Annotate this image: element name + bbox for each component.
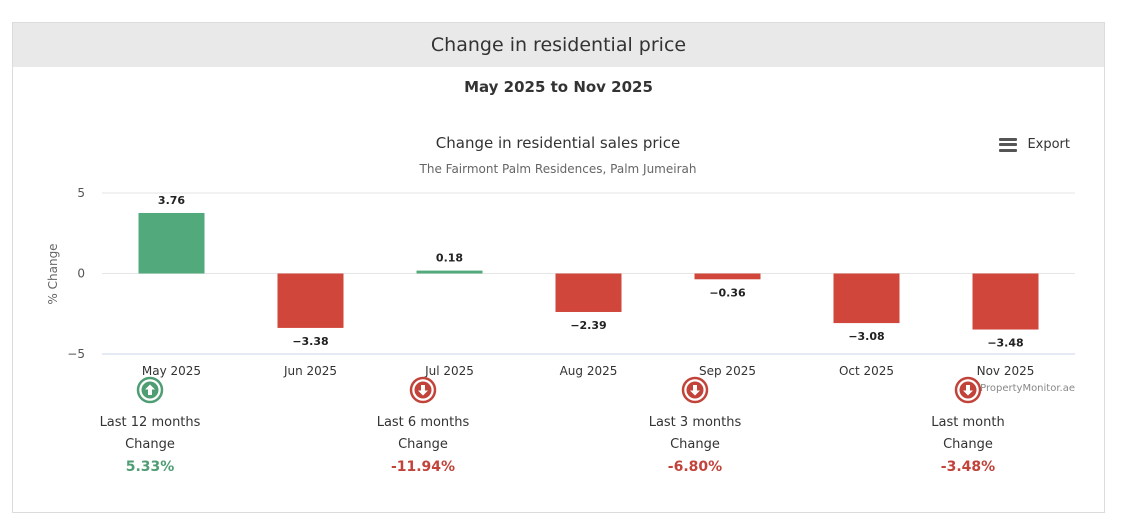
- card-header: Change in residential price: [13, 23, 1104, 67]
- data-label: 0.18: [436, 252, 463, 265]
- x-tick-label: Oct 2025: [839, 364, 894, 378]
- export-label: Export: [1027, 137, 1070, 152]
- summary-value: 5.33%: [125, 459, 175, 475]
- summary-label: Change: [670, 437, 720, 452]
- bar: [972, 273, 1039, 330]
- summary-value: -6.80%: [667, 459, 723, 475]
- x-tick-label: Sep 2025: [699, 364, 756, 378]
- bar: [694, 273, 761, 280]
- x-tick-label: Jun 2025: [283, 364, 337, 378]
- y-axis-title: % Change: [46, 243, 60, 304]
- summary-last-month: Last month Change -3.48%: [893, 376, 1043, 478]
- arrow-up-circle-icon: [136, 376, 164, 404]
- summary-last-6-months: Last 6 months Change -11.94%: [348, 376, 498, 478]
- chart-credit: PropertyMonitor.ae: [980, 383, 1075, 394]
- y-tick-label: −5: [67, 347, 85, 361]
- summary-last-3-months: Last 3 months Change -6.80%: [620, 376, 770, 478]
- bar: [833, 273, 900, 324]
- bar: [416, 270, 483, 274]
- chart-title: Change in residential sales price: [436, 134, 680, 152]
- summary-last-12-months: Last 12 months Change 5.33%: [75, 376, 225, 478]
- summary-label: Change: [398, 437, 448, 452]
- x-tick-label: Nov 2025: [977, 364, 1035, 378]
- export-button[interactable]: Export: [999, 137, 1070, 152]
- arrow-down-circle-icon: [409, 376, 437, 404]
- bar: [277, 273, 344, 328]
- x-tick-label: May 2025: [142, 364, 201, 378]
- summary-period: Last 6 months: [376, 415, 470, 430]
- data-label: −3.48: [987, 337, 1023, 350]
- x-tick-label: Aug 2025: [560, 364, 618, 378]
- summary-value: -3.48%: [940, 459, 996, 475]
- y-tick-label: 0: [77, 267, 85, 281]
- summary-period: Last month: [931, 415, 1005, 430]
- x-tick-label: Jul 2025: [424, 364, 474, 378]
- bar: [138, 212, 205, 274]
- summary-label: Change: [125, 437, 175, 452]
- arrow-down-circle-icon: [954, 376, 982, 404]
- summary-value: -11.94%: [390, 459, 456, 475]
- data-label: −0.36: [709, 286, 746, 299]
- date-range: May 2025 to Nov 2025: [464, 78, 653, 96]
- data-label: −3.08: [848, 330, 884, 343]
- data-label: 3.76: [158, 194, 185, 207]
- summary-label: Change: [943, 437, 993, 452]
- menu-icon: [999, 137, 1018, 152]
- summary-period: Last 12 months: [99, 415, 201, 430]
- card-title: Change in residential price: [430, 34, 687, 56]
- data-label: −3.38: [292, 335, 328, 348]
- bar-chart: Change in residential sales price The Fai…: [46, 134, 1075, 394]
- data-label: −2.39: [570, 319, 606, 332]
- y-tick-label: 5: [77, 186, 85, 200]
- bar: [555, 273, 622, 312]
- summary-period: Last 3 months: [648, 415, 742, 430]
- arrow-down-circle-icon: [681, 376, 709, 404]
- chart-subtitle: The Fairmont Palm Residences, Palm Jumei…: [419, 162, 697, 176]
